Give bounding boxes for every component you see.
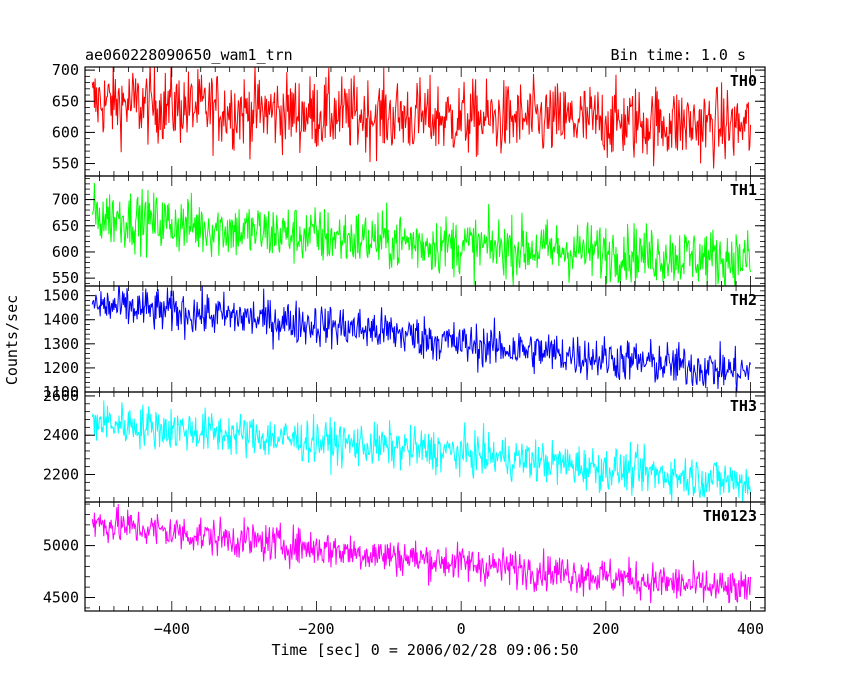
y-tick-label: 550 <box>52 269 79 287</box>
x-tick-label: −400 <box>154 620 190 638</box>
x-tick-label: 200 <box>592 620 619 638</box>
y-tick-label: 700 <box>52 191 79 209</box>
y-tick-label: 2600 <box>43 387 79 405</box>
y-tick-label: 1300 <box>43 335 79 353</box>
series-line-th2 <box>91 286 752 392</box>
y-tick-label: 1400 <box>43 311 79 329</box>
x-axis-ticks: −400 −200 0 200 400 <box>154 620 764 638</box>
y-tick-label: 1100 <box>43 383 79 401</box>
y-tick-label: 550 <box>52 155 79 173</box>
series-line-th0 <box>91 67 752 169</box>
series-line-th1 <box>91 182 752 286</box>
y-tick-label: 1200 <box>43 359 79 377</box>
y-tick-label: 650 <box>52 217 79 235</box>
panel-name-label: TH0123 <box>703 507 757 525</box>
chart-title: ae060228090650_wam1_trn <box>85 46 293 64</box>
y-tick-label: 4500 <box>43 589 79 607</box>
y-tick-label: 700 <box>52 61 79 79</box>
panels-group: 550 600 650 700 TH0 550 600 650 700 TH1 1100 1200 13… <box>43 61 766 612</box>
panel-th2: 1100 1200 1300 1400 1500 TH2 <box>43 285 766 401</box>
y-tick-label: 5000 <box>43 537 79 555</box>
x-tick-label: −200 <box>298 620 334 638</box>
panel-th1: 550 600 650 700 TH1 <box>52 175 766 287</box>
y-tick-label: 2400 <box>43 426 79 444</box>
panel-name-label: TH2 <box>730 291 757 309</box>
x-axis-label: Time [sec] 0 = 2006/02/28 09:06:50 <box>271 641 578 659</box>
y-tick-label: 600 <box>52 243 79 261</box>
panel-th0123: 4500 5000 TH0123 <box>43 501 766 612</box>
panel-th3: 2200 2400 2600 TH3 <box>43 387 766 503</box>
panel-th0: 550 600 650 700 TH0 <box>52 61 766 177</box>
panel-name-label: TH0 <box>730 72 757 90</box>
y-tick-label: 1500 <box>43 287 79 305</box>
series-line-th3 <box>91 400 752 502</box>
series-line-th0123 <box>91 504 752 604</box>
panel-name-label: TH3 <box>730 397 757 415</box>
y-axis-label: Counts/sec <box>3 295 21 385</box>
y-tick-label: 2200 <box>43 466 79 484</box>
y-tick-label: 600 <box>52 123 79 141</box>
panel-name-label: TH1 <box>730 181 757 199</box>
panel-frame <box>84 501 766 612</box>
x-tick-label: 400 <box>737 620 764 638</box>
x-tick-label: 0 <box>457 620 466 638</box>
y-tick-label: 650 <box>52 92 79 110</box>
bin-time-label: Bin time: 1.0 s <box>611 46 746 64</box>
